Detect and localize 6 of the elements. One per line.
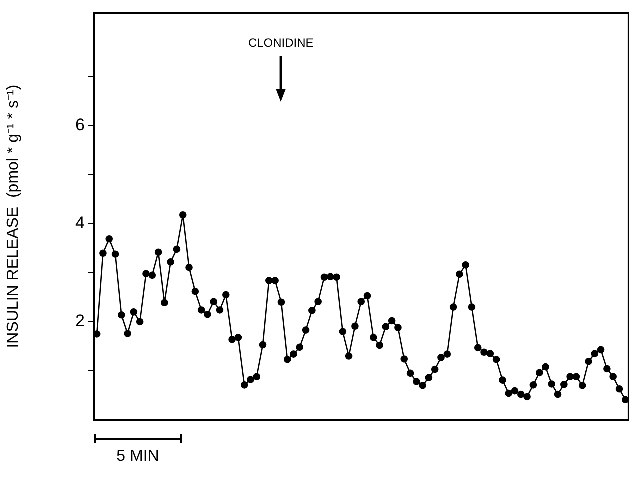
annotation: CLONIDINE — [247, 36, 315, 50]
y-axis-title: INSULIN RELEASE (pmol * g⁻¹ * s⁻¹) — [5, 84, 22, 348]
y-tick-label: 2 — [76, 312, 85, 331]
y-tick-label: 4 — [76, 214, 85, 233]
text: 5 MIN — [116, 448, 160, 466]
y-tick-label: 6 — [76, 116, 85, 135]
